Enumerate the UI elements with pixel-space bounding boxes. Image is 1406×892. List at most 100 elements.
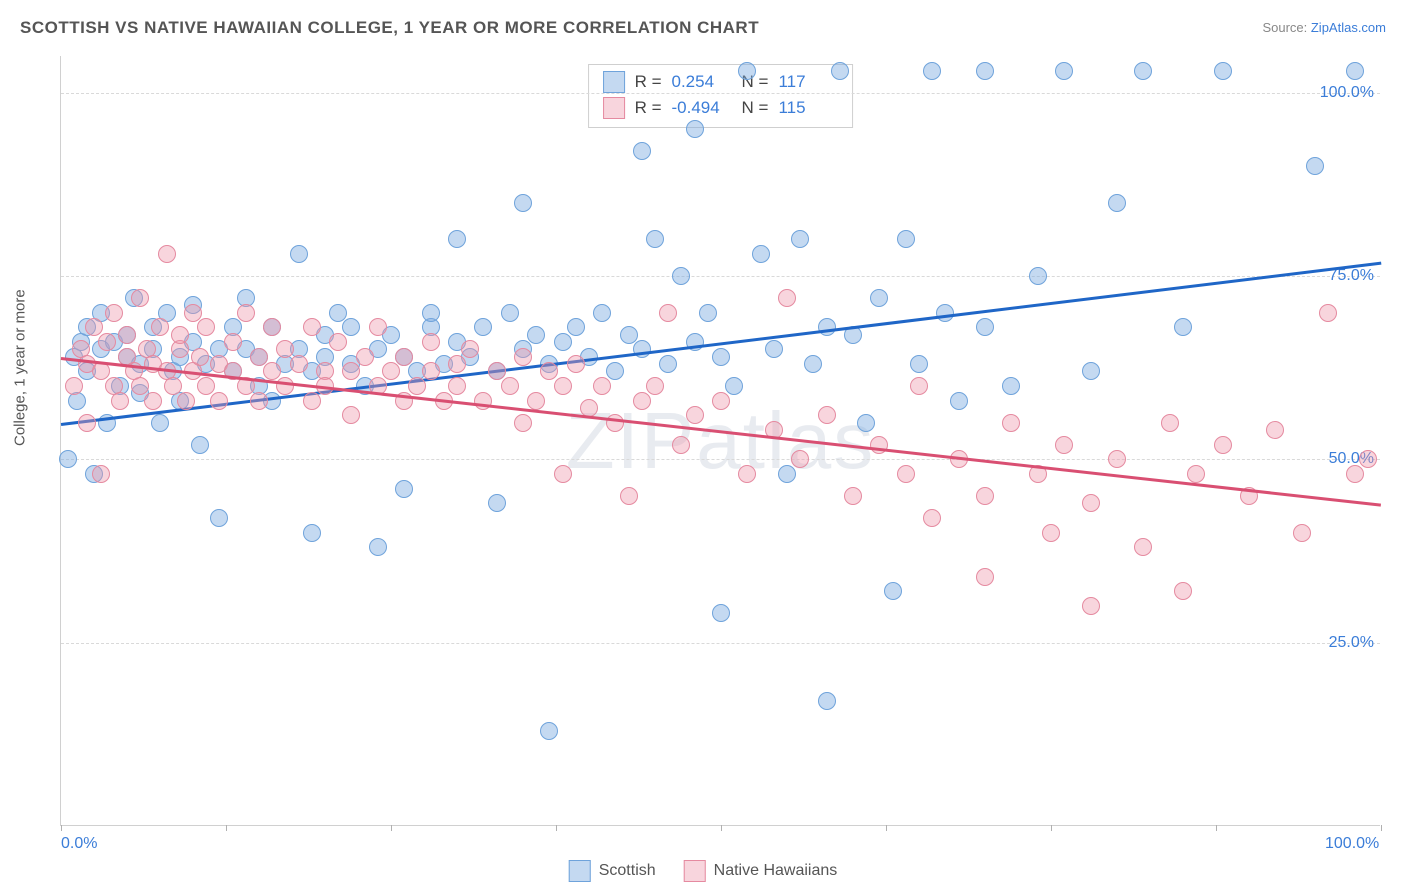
scatter-point: [448, 377, 466, 395]
scatter-point: [1174, 318, 1192, 336]
scatter-point: [923, 509, 941, 527]
gridline: [61, 276, 1380, 277]
scatter-point: [527, 326, 545, 344]
scatter-point: [395, 348, 413, 366]
x-tick: [1216, 825, 1217, 831]
plot-area: ZIPatlas R = 0.254 N = 117 R = -0.494 N …: [60, 56, 1380, 826]
gridline: [61, 93, 1380, 94]
chart-title: SCOTTISH VS NATIVE HAWAIIAN COLLEGE, 1 Y…: [20, 18, 759, 38]
scatter-point: [620, 487, 638, 505]
scatter-point: [1002, 414, 1020, 432]
swatch-hawaiian: [603, 97, 625, 119]
scatter-point: [686, 406, 704, 424]
scatter-point: [884, 582, 902, 600]
scatter-point: [1319, 304, 1337, 322]
gridline: [61, 643, 1380, 644]
scatter-point: [593, 304, 611, 322]
scatter-point: [369, 538, 387, 556]
scatter-point: [844, 487, 862, 505]
scatter-point: [329, 333, 347, 351]
scatter-point: [342, 318, 360, 336]
scatter-point: [448, 355, 466, 373]
scatter-point: [1134, 62, 1152, 80]
scatter-point: [131, 289, 149, 307]
scatter-point: [105, 304, 123, 322]
scatter-point: [554, 333, 572, 351]
scatter-point: [765, 340, 783, 358]
scatter-point: [422, 333, 440, 351]
scatter-point: [672, 267, 690, 285]
n-value: 117: [778, 72, 838, 92]
scatter-point: [329, 304, 347, 322]
scatter-point: [191, 436, 209, 454]
scatter-point: [818, 318, 836, 336]
scatter-point: [976, 568, 994, 586]
scatter-point: [342, 406, 360, 424]
source-prefix: Source:: [1262, 20, 1310, 35]
scatter-point: [1187, 465, 1205, 483]
scatter-point: [92, 362, 110, 380]
scatter-point: [488, 494, 506, 512]
y-axis-title: College, 1 year or more: [12, 289, 29, 446]
scatter-point: [897, 465, 915, 483]
scatter-point: [527, 392, 545, 410]
scatter-point: [224, 333, 242, 351]
r-value: 0.254: [672, 72, 732, 92]
y-tick-label: 25.0%: [1329, 634, 1374, 652]
r-label: R =: [635, 98, 662, 118]
scatter-point: [164, 377, 182, 395]
source-attribution: Source: ZipAtlas.com: [1262, 20, 1386, 35]
scatter-point: [1055, 62, 1073, 80]
scatter-point: [1134, 538, 1152, 556]
trend-line: [61, 357, 1381, 506]
scatter-point: [646, 377, 664, 395]
scatter-point: [151, 318, 169, 336]
scatter-point: [923, 62, 941, 80]
scatter-point: [422, 304, 440, 322]
source-link[interactable]: ZipAtlas.com: [1311, 20, 1386, 35]
scatter-point: [712, 392, 730, 410]
scatter-point: [250, 392, 268, 410]
scatter-point: [606, 362, 624, 380]
scatter-point: [250, 348, 268, 366]
scatter-point: [158, 245, 176, 263]
chart-container: SCOTTISH VS NATIVE HAWAIIAN COLLEGE, 1 Y…: [0, 0, 1406, 892]
scatter-point: [1082, 597, 1100, 615]
x-tick: [886, 825, 887, 831]
scatter-point: [1346, 465, 1364, 483]
scatter-point: [1346, 62, 1364, 80]
scatter-point: [237, 304, 255, 322]
scatter-point: [910, 355, 928, 373]
scatter-point: [1306, 157, 1324, 175]
scatter-point: [567, 355, 585, 373]
scatter-point: [290, 245, 308, 263]
scatter-point: [408, 377, 426, 395]
scatter-point: [422, 362, 440, 380]
scatter-point: [210, 509, 228, 527]
scatter-point: [151, 414, 169, 432]
legend-item-scottish: Scottish: [569, 860, 656, 882]
legend-row-hawaiian: R = -0.494 N = 115: [603, 95, 839, 121]
scatter-point: [356, 348, 374, 366]
scatter-point: [1042, 524, 1060, 542]
scatter-point: [98, 333, 116, 351]
scatter-point: [633, 392, 651, 410]
scatter-point: [1214, 62, 1232, 80]
scatter-point: [857, 414, 875, 432]
scatter-point: [59, 450, 77, 468]
scatter-point: [659, 355, 677, 373]
scatter-point: [448, 230, 466, 248]
scatter-point: [184, 304, 202, 322]
scatter-point: [290, 355, 308, 373]
scatter-point: [92, 465, 110, 483]
scatter-point: [85, 318, 103, 336]
scatter-point: [831, 62, 849, 80]
scatter-point: [263, 318, 281, 336]
scatter-point: [910, 377, 928, 395]
scatter-point: [686, 120, 704, 138]
scatter-point: [1266, 421, 1284, 439]
scatter-point: [712, 348, 730, 366]
scatter-point: [276, 340, 294, 358]
scatter-point: [1108, 194, 1126, 212]
x-tick-label: 0.0%: [61, 835, 97, 853]
